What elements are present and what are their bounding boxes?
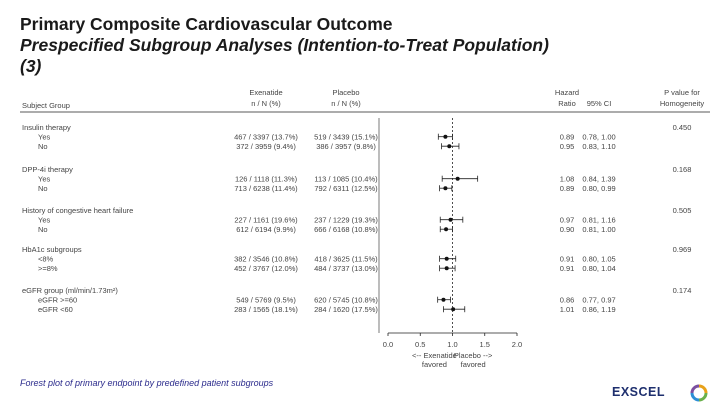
favored-placebo-sub: favored (461, 360, 486, 369)
row-placebo: 519 / 3439 (15.1%) (314, 133, 378, 142)
row-label: No (38, 225, 48, 234)
row-exenatide: 382 / 3546 (10.8%) (234, 255, 298, 264)
row-exenatide: 549 / 5769 (9.5%) (236, 296, 296, 305)
title-line-3: (3) (20, 56, 42, 76)
row-placebo: 418 / 3625 (11.5%) (314, 255, 378, 264)
hazard-ratio-point (441, 297, 446, 302)
row-placebo: 284 / 1620 (17.5%) (314, 305, 378, 314)
group-label: History of congestive heart failure (22, 206, 133, 215)
row-ci: 0.80, 0.99 (582, 184, 615, 193)
group-pvalue: 0.969 (673, 245, 692, 254)
row-ci: 0.78, 1.00 (582, 133, 615, 142)
row-label: Yes (38, 133, 50, 142)
header-homogeneity: Homogeneity (660, 99, 704, 108)
row-hazard-ratio: 0.91 (560, 255, 575, 264)
row-placebo: 666 / 6168 (10.8%) (314, 225, 378, 234)
favored-placebo-label: Placebo --> (454, 351, 493, 360)
row-hazard-ratio: 1.08 (560, 175, 575, 184)
header-exenatide: Exenatide (249, 88, 282, 97)
row-placebo: 620 / 5745 (10.8%) (314, 296, 378, 305)
header-hazard: Hazard (555, 88, 579, 97)
row-hazard-ratio: 1.01 (560, 305, 575, 314)
row-label: >=8% (38, 264, 58, 273)
row-hazard-ratio: 0.91 (560, 264, 575, 273)
row-exenatide: 452 / 3767 (12.0%) (234, 264, 298, 273)
row-label: Yes (38, 216, 50, 225)
title-line-1: Primary Composite Cardiovascular Outcome (20, 14, 393, 34)
header-placebo-sub: n / N (%) (331, 99, 361, 108)
header-ci: 95% CI (587, 99, 612, 108)
hazard-ratio-point (448, 217, 453, 222)
logo-swirl-icon (690, 384, 708, 402)
hazard-ratio-point (444, 227, 449, 232)
header-ratio: Ratio (558, 99, 576, 108)
group-label: HbA1c subgroups (22, 245, 82, 254)
header-exenatide-sub: n / N (%) (251, 99, 281, 108)
hazard-ratio-point (455, 176, 460, 181)
header-placebo: Placebo (332, 88, 359, 97)
row-exenatide: 612 / 6194 (9.9%) (236, 225, 296, 234)
row-placebo: 237 / 1229 (19.3%) (314, 216, 378, 225)
slide-title: Primary Composite Cardiovascular Outcome… (20, 14, 710, 77)
row-label: eGFR >=60 (38, 296, 77, 305)
title-line-2: Prespecified Subgroup Analyses (Intentio… (20, 35, 549, 55)
hazard-ratio-point (443, 134, 448, 139)
row-placebo: 484 / 3737 (13.0%) (314, 264, 378, 273)
exscel-logo: EXSCEL (612, 384, 716, 402)
row-exenatide: 713 / 6238 (11.4%) (234, 184, 298, 193)
hazard-ratio-point (447, 144, 452, 149)
row-placebo: 113 / 1085 (10.4%) (314, 175, 378, 184)
x-tick-label: 2.0 (512, 340, 522, 349)
group-label: eGFR group (ml/min/1.73m²) (22, 286, 118, 295)
row-ci: 0.86, 1.19 (582, 305, 615, 314)
hazard-ratio-point (443, 186, 448, 191)
row-exenatide: 227 / 1161 (19.6%) (234, 216, 298, 225)
row-hazard-ratio: 0.90 (560, 225, 575, 234)
figure-caption: Forest plot of primary endpoint by prede… (20, 378, 274, 388)
group-label: Insulin therapy (22, 123, 71, 132)
row-label: <8% (38, 255, 54, 264)
hazard-ratio-point (444, 266, 449, 271)
hazard-ratio-point (444, 256, 449, 261)
row-ci: 0.81, 1.16 (582, 216, 615, 225)
row-label: Yes (38, 175, 50, 184)
row-hazard-ratio: 0.89 (560, 184, 575, 193)
favored-exenatide-label: <-- Exenatide (412, 351, 457, 360)
row-ci: 0.81, 1.00 (582, 225, 615, 234)
row-exenatide: 283 / 1565 (18.1%) (234, 305, 298, 314)
x-tick-label: 0.0 (383, 340, 393, 349)
row-placebo: 792 / 6311 (12.5%) (314, 184, 378, 193)
group-pvalue: 0.168 (673, 165, 692, 174)
row-exenatide: 126 / 1118 (11.3%) (235, 175, 298, 184)
group-label: DPP-4i therapy (22, 165, 73, 174)
group-pvalue: 0.174 (673, 286, 692, 295)
x-tick-label: 1.5 (480, 340, 490, 349)
group-pvalue: 0.505 (673, 206, 692, 215)
favored-exenatide-sub: favored (422, 360, 447, 369)
row-label: No (38, 142, 48, 151)
hazard-ratio-point (451, 307, 456, 312)
row-ci: 0.77, 0.97 (582, 296, 615, 305)
header-pvalue: P value for (664, 88, 700, 97)
row-hazard-ratio: 0.95 (560, 142, 575, 151)
group-pvalue: 0.450 (673, 123, 692, 132)
row-hazard-ratio: 0.89 (560, 133, 575, 142)
row-hazard-ratio: 0.97 (560, 216, 575, 225)
row-label: eGFR <60 (38, 305, 73, 314)
x-tick-label: 1.0 (447, 340, 457, 349)
logo-text: EXSCEL (612, 385, 666, 399)
header-subject-group: Subject Group (22, 101, 70, 110)
row-ci: 0.83, 1.10 (582, 142, 615, 151)
row-ci: 0.84, 1.39 (582, 175, 615, 184)
row-hazard-ratio: 0.86 (560, 296, 575, 305)
row-placebo: 386 / 3957 (9.8%) (316, 142, 376, 151)
row-ci: 0.80, 1.05 (582, 255, 615, 264)
row-exenatide: 372 / 3959 (9.4%) (236, 142, 296, 151)
row-label: No (38, 184, 48, 193)
row-exenatide: 467 / 3397 (13.7%) (234, 133, 298, 142)
row-ci: 0.80, 1.04 (582, 264, 615, 273)
x-tick-label: 0.5 (415, 340, 425, 349)
